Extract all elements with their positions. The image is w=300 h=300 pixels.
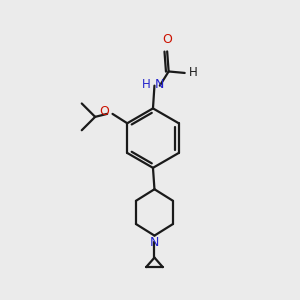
Text: N: N (150, 236, 159, 249)
Text: O: O (162, 33, 172, 46)
Text: N: N (155, 78, 164, 91)
Text: H: H (142, 78, 151, 91)
Text: O: O (100, 105, 110, 118)
Text: H: H (189, 66, 198, 79)
